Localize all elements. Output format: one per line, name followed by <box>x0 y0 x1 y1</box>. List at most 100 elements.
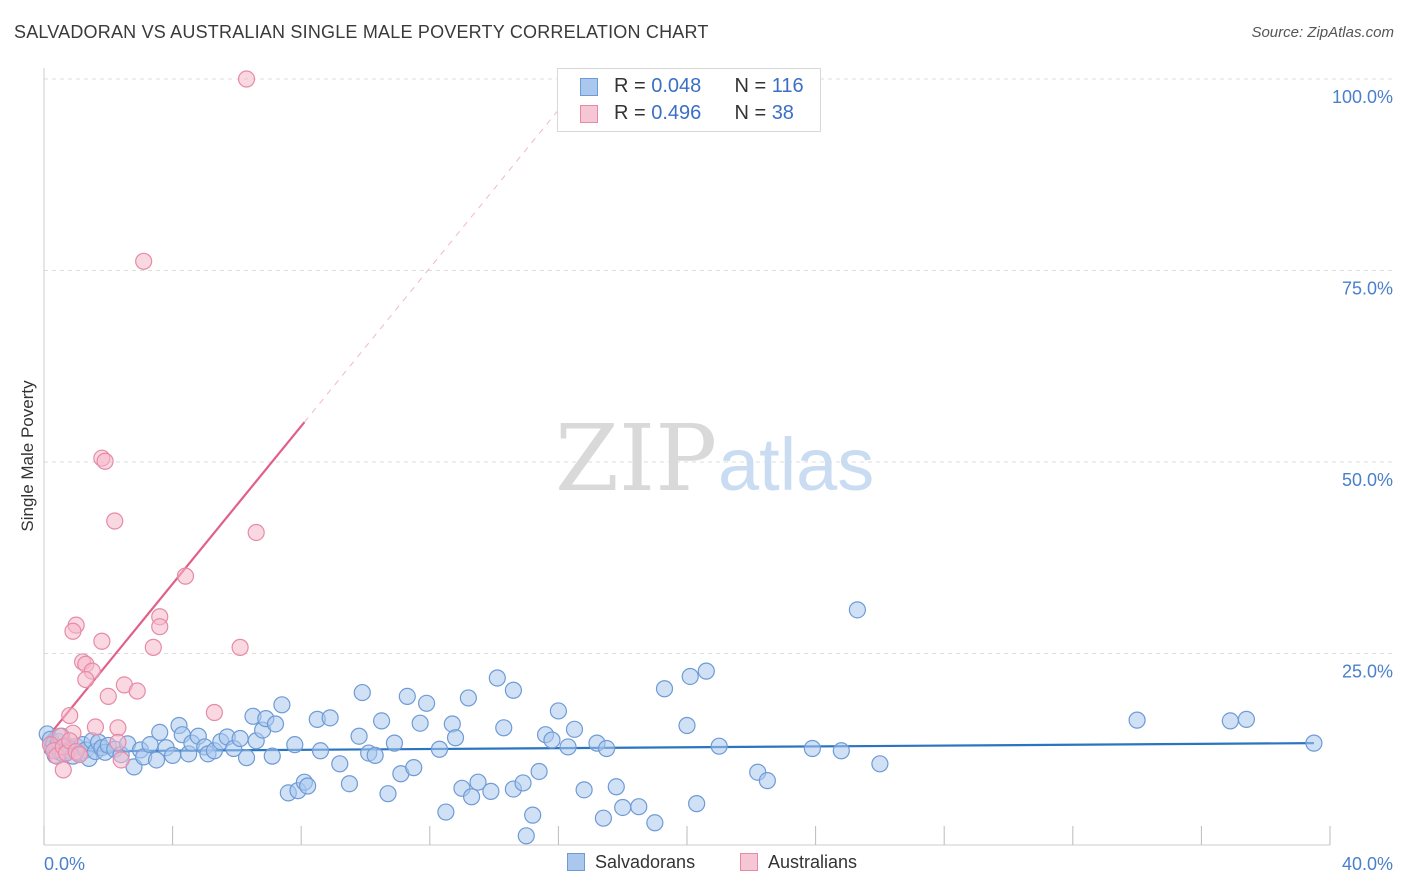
salvadoran-point-93 <box>530 762 548 781</box>
salvadoran-point-104 <box>614 798 632 817</box>
salvadoran-point-95 <box>543 731 561 749</box>
salvadoran-point-119 <box>1128 711 1146 729</box>
australian-point-21 <box>205 703 223 722</box>
salvadoran-point-77 <box>430 740 449 758</box>
salvadoran-point-63 <box>331 755 349 773</box>
legend-swatch-pink <box>580 105 598 123</box>
salvadoran-point-90 <box>514 774 532 792</box>
australian-point-11 <box>93 632 111 650</box>
salvadoran-point-111 <box>697 662 715 680</box>
salvadoran-point-80 <box>446 729 465 747</box>
legend-item-australians: Australians <box>740 852 857 873</box>
australian-point-9 <box>64 622 82 640</box>
salvadoran-point-31 <box>147 751 166 769</box>
salvadoran-point-73 <box>398 687 416 705</box>
legend-label-salvadorans: Salvadorans <box>595 852 696 872</box>
salvadoran-point-46 <box>231 729 249 748</box>
australian-point-12 <box>144 638 162 656</box>
y-tick-label-2: 75.0% <box>1342 279 1393 299</box>
australian-point-22 <box>61 706 79 725</box>
salvadoran-point-82 <box>459 689 477 707</box>
salvadoran-point-101 <box>594 809 613 827</box>
salvadoran-point-99 <box>575 781 593 799</box>
legend-swatch-pink <box>740 853 758 871</box>
legend-swatch-blue <box>567 853 585 871</box>
salvadoran-point-112 <box>710 737 728 755</box>
y-tick-label-0: 25.0% <box>1342 662 1393 682</box>
salvadoran-point-56 <box>286 736 304 754</box>
data-points <box>38 70 1323 845</box>
salvadoran-point-53 <box>266 715 285 733</box>
australian-point-1 <box>135 252 153 270</box>
legend-swatch-blue <box>580 78 598 96</box>
salvadoran-point-108 <box>678 716 696 735</box>
salvadoran-point-118 <box>871 755 889 773</box>
salvadoran-point-85 <box>482 782 500 800</box>
source-label: Source: ZipAtlas.com <box>1251 24 1394 41</box>
salvadoran-point-71 <box>385 734 404 752</box>
salvadoran-point-120 <box>1221 712 1239 730</box>
salvadoran-point-54 <box>273 696 291 714</box>
australian-point-20 <box>99 687 117 705</box>
legend-n-value: 116 <box>771 75 804 97</box>
australian-point-13 <box>231 638 249 656</box>
salvadoran-trend-line <box>43 742 1314 753</box>
salvadoran-point-114 <box>758 772 776 790</box>
salvadoran-point-106 <box>646 814 664 832</box>
salvadoran-point-115 <box>803 739 821 758</box>
australian-point-10 <box>151 618 169 636</box>
series-australian <box>41 70 265 779</box>
salvadoran-point-83 <box>462 788 481 806</box>
salvadoran-point-66 <box>353 683 371 702</box>
salvadoran-point-97 <box>559 738 577 756</box>
trend-lines <box>43 101 1314 753</box>
salvadoran-point-105 <box>630 798 648 816</box>
salvadoran-point-103 <box>607 778 625 796</box>
salvadoran-point-69 <box>372 712 391 730</box>
salvadoran-point-75 <box>411 714 429 732</box>
salvadoran-point-87 <box>495 719 513 737</box>
salvadoran-point-30 <box>141 736 159 754</box>
salvadoran-point-117 <box>848 601 866 619</box>
salvadoran-point-98 <box>565 720 584 738</box>
salvadoran-point-96 <box>549 702 568 720</box>
correlation-legend: R = 0.048 N = 116 R = 0.496 N = 38 <box>557 68 821 132</box>
australian-point-0 <box>237 70 256 88</box>
australian-point-17 <box>77 670 95 689</box>
salvadoran-point-109 <box>681 667 699 686</box>
salvadoran-point-84 <box>469 773 487 791</box>
australian-point-23 <box>109 719 127 737</box>
tick-labels: 25.0% 50.0% 75.0% 100.0% 0.0% 40.0% <box>44 87 1393 874</box>
series-salvadoran <box>38 601 1323 845</box>
y-tick-label-3: 100.0% <box>1332 87 1393 107</box>
legend-r-value: 0.496 <box>651 102 702 124</box>
salvadoran-point-78 <box>437 803 455 821</box>
australian-point-3 <box>96 452 114 470</box>
australian-point-35 <box>70 746 88 764</box>
axes <box>43 68 1331 846</box>
legend-n-value: 38 <box>771 102 794 124</box>
salvadoran-point-59 <box>299 777 317 795</box>
grid-lines <box>44 78 1393 654</box>
salvadoran-point-110 <box>688 795 706 813</box>
salvadoran-point-116 <box>832 742 850 760</box>
salvadoran-point-91 <box>517 827 535 845</box>
salvadoran-point-68 <box>366 746 384 764</box>
legend-r-value: 0.048 <box>651 75 702 97</box>
australian-point-4 <box>106 512 124 530</box>
salvadoran-point-107 <box>655 680 674 698</box>
salvadoran-point-76 <box>417 694 436 712</box>
australian-point-19 <box>128 682 146 700</box>
australian-point-6 <box>176 567 195 585</box>
x-tick-label-0: 0.0% <box>44 854 85 874</box>
salvadoran-point-70 <box>379 785 397 803</box>
legend-n-label: N = <box>734 102 772 124</box>
salvadoran-point-34 <box>164 746 182 764</box>
chart-title: SALVADORAN VS AUSTRALIAN SINGLE MALE POV… <box>14 22 709 42</box>
australian-point-37 <box>54 761 72 779</box>
australian-point-26 <box>109 733 127 751</box>
australian-trend-line <box>43 421 306 743</box>
salvadoran-point-86 <box>488 669 506 687</box>
x-tick-label-1: 40.0% <box>1342 854 1393 874</box>
